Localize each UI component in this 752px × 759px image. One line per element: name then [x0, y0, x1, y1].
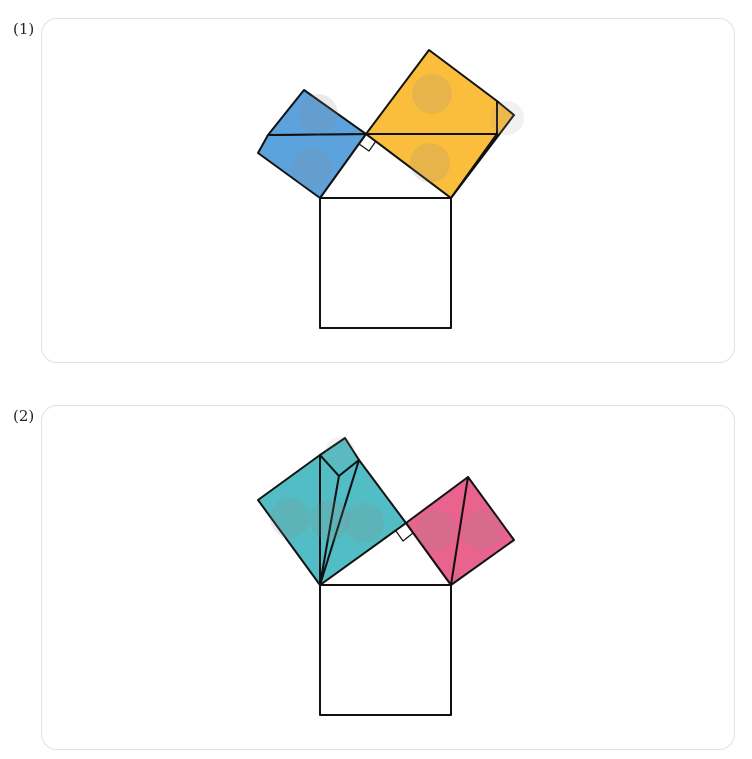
panel-1-label: (1) — [13, 20, 35, 38]
drag-handle[interactable] — [412, 74, 452, 114]
teal-square[interactable] — [257, 437, 407, 586]
drag-handle[interactable] — [462, 510, 502, 550]
panel-2-label: (2) — [13, 407, 35, 425]
orange-square[interactable] — [365, 49, 524, 199]
drag-handle[interactable] — [325, 437, 355, 467]
blue-square[interactable] — [257, 89, 367, 199]
diagram-2 — [257, 437, 515, 716]
diagram-1 — [257, 49, 524, 329]
pink-square[interactable] — [405, 476, 515, 586]
teal-piece-right[interactable] — [319, 459, 407, 586]
drag-handle[interactable] — [416, 510, 456, 550]
blue-piece-top[interactable] — [267, 89, 367, 136]
drag-handle[interactable] — [344, 503, 384, 543]
drag-handle[interactable] — [298, 94, 338, 134]
diagram-card-1 — [41, 18, 735, 363]
orange-piece-small[interactable] — [450, 100, 515, 199]
drag-handle[interactable] — [310, 500, 350, 540]
drag-handle[interactable] — [292, 148, 332, 188]
diagram-card-2 — [41, 405, 735, 750]
hypotenuse-square-2 — [319, 584, 452, 716]
pink-piece-right[interactable] — [450, 476, 515, 586]
drag-handle[interactable] — [410, 143, 450, 183]
drag-handle[interactable] — [490, 101, 524, 135]
hypotenuse-square-1 — [319, 197, 452, 329]
drag-handle[interactable] — [270, 498, 310, 538]
